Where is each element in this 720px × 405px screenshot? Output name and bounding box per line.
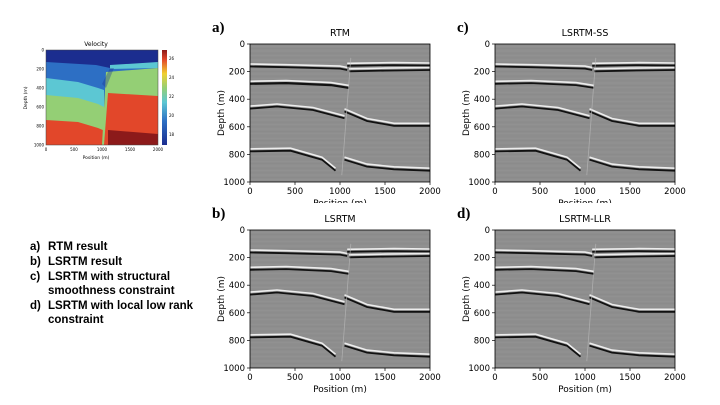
y-tick-label: 1000 [223,364,245,374]
y-axis-label: Depth (m) [217,276,227,322]
velocity-model-figure: Velocity [18,38,180,166]
x-tick-label: 500 [287,187,303,197]
x-tick-label: 1000 [329,187,351,197]
description-item-c: c) LSRTM with structural smoothness const… [30,271,175,297]
panel-title: LSRTM-SS [562,28,609,39]
y-tick-label: 0 [240,40,245,50]
colorbar-tick-label: 2200 [169,94,174,99]
y-tick-label: 0 [485,40,490,50]
description-item-a: a) RTM result [30,241,108,253]
panel-title: LSRTM [324,214,355,225]
panel-letter: b) [212,206,226,222]
x-tick-label: 0 [492,373,497,383]
seismic-image [495,230,675,368]
y-tick-label: 1000 [223,178,245,188]
y-tick-label: 800 [474,336,490,346]
seismic-image [495,44,675,182]
x-tick-label: 0 [492,187,497,197]
x-tick-label: 1500 [619,373,641,383]
velocity-x-tick: 1500 [125,147,136,152]
y-axis-label: Depth (m) [217,90,227,136]
panel-lsrtm-ss: c) LSRTM-SS 0 500 1000 1500 2000 0 200 400 600 800… [457,18,687,209]
y-tick-label: 600 [474,123,490,133]
x-tick-label: 1000 [329,373,351,383]
velocity-x-ticks: 0 500 1000 1500 2000 [45,147,164,152]
y-tick-label: 200 [474,254,490,264]
y-tick-label: 400 [229,95,245,105]
y-tick-label: 600 [229,309,245,319]
y-tick-label: 600 [229,123,245,133]
colorbar-tick-label: 2000 [169,113,174,118]
colorbar-tick-label: 1800 [169,132,174,137]
y-tick-label: 1000 [468,178,490,188]
y-tick-label: 0 [240,226,245,236]
colorbar-tick-label: 2600 [169,56,174,61]
velocity-y-tick: 800 [36,124,44,129]
x-tick-label: 2000 [419,187,441,197]
velocity-y-tick: 600 [36,105,44,110]
description-item-b: b) LSRTM result [30,256,123,268]
velocity-model-image [46,50,158,145]
panel-lsrtm-llr: d) LSRTM-LLR 0 500 1000 1500 2000 0 200 400 600 80… [457,204,687,395]
x-tick-label: 0 [247,373,252,383]
panel-letter: c) [457,20,469,36]
velocity-x-tick: 0 [45,147,48,152]
y-tick-label: 200 [474,68,490,78]
x-tick-label: 2000 [664,187,686,197]
velocity-x-tick: 1000 [97,147,108,152]
velocity-xlabel: Position (m) [83,155,110,161]
y-tick-label: 400 [474,281,490,291]
velocity-y-tick: 1000 [34,143,45,148]
x-tick-label: 2000 [419,373,441,383]
x-tick-label: 1500 [374,373,396,383]
seismic-image [250,44,430,182]
x-tick-label: 500 [532,373,548,383]
y-tick-label: 800 [229,336,245,346]
y-axis-label: Depth (m) [462,276,472,322]
x-axis-label: Position (m) [313,385,367,394]
seismic-image [250,230,430,368]
velocity-colorbar-ticks: 2600 2400 2200 2000 1800 [169,56,180,137]
y-tick-label: 400 [474,95,490,105]
x-tick-label: 500 [532,187,548,197]
velocity-x-tick: 500 [70,147,78,152]
panel-descriptions: a) RTM result b) LSRTM result c) LSRTM with… [30,240,230,328]
colorbar-tick-label: 2400 [169,75,174,80]
x-tick-label: 1000 [574,373,596,383]
velocity-y-tick: 0 [41,48,44,53]
x-axis-label: Position (m) [313,199,367,203]
panel-letter: a) [212,20,225,36]
velocity-y-tick: 400 [36,86,44,91]
x-tick-label: 0 [247,187,252,197]
x-tick-label: 1500 [374,187,396,197]
y-tick-label: 800 [229,150,245,160]
y-tick-label: 0 [485,226,490,236]
panel-letter: d) [457,206,471,222]
y-tick-label: 400 [229,281,245,291]
velocity-ylabel: Depth (m) [23,86,29,109]
velocity-title: Velocity [84,41,108,48]
y-axis-label: Depth (m) [462,90,472,136]
panel-title: RTM [330,28,350,39]
x-tick-label: 500 [287,373,303,383]
x-axis-label: Position (m) [558,385,612,394]
y-tick-label: 200 [229,68,245,78]
y-tick-label: 800 [474,150,490,160]
panel-title: LSRTM-LLR [559,214,611,225]
x-axis-label: Position (m) [558,199,612,203]
x-tick-label: 1500 [619,187,641,197]
y-tick-label: 1000 [468,364,490,374]
panel-rtm: a) RTM 0 500 1000 1500 2000 0 200 400 600 800 1000 P… [212,18,442,209]
panel-lsrtm: b) LSRTM 0 500 1000 1500 2000 0 200 400 600 800 100… [212,204,442,395]
y-tick-label: 600 [474,309,490,319]
x-tick-label: 2000 [664,373,686,383]
velocity-x-tick: 2000 [153,147,164,152]
description-item-d: d) LSRTM with local low rank constraint [30,300,194,326]
velocity-colorbar [162,50,167,145]
velocity-y-ticks: 0 200 400 600 800 1000 [34,48,45,148]
velocity-y-tick: 200 [36,67,44,72]
x-tick-label: 1000 [574,187,596,197]
y-tick-label: 200 [229,254,245,264]
